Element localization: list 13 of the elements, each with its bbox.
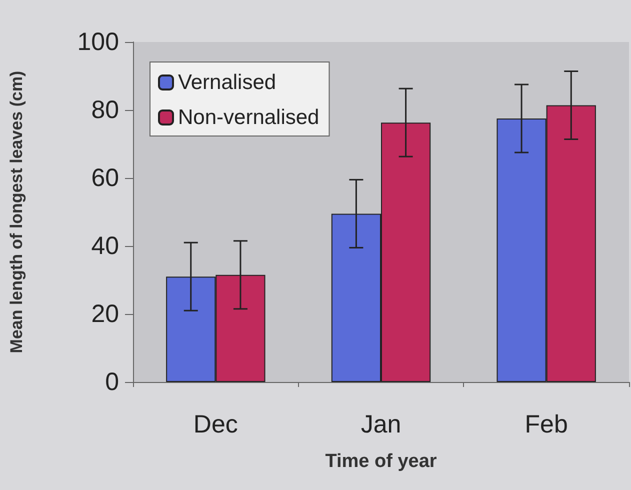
legend-label: Non-vernalised bbox=[178, 106, 320, 129]
x-tick-label: Feb bbox=[524, 410, 568, 438]
y-axis-title: Mean length of longest leaves (cm) bbox=[7, 70, 26, 354]
y-tick-label: 20 bbox=[91, 300, 119, 328]
x-tick-label: Dec bbox=[193, 410, 238, 438]
legend-label: Vernalised bbox=[178, 71, 276, 94]
y-tick-label: 0 bbox=[105, 368, 119, 396]
y-tick-label: 60 bbox=[91, 164, 119, 192]
y-tick-label: 100 bbox=[77, 28, 119, 56]
y-tick-label: 80 bbox=[91, 96, 119, 124]
x-axis-title: Time of year bbox=[325, 451, 438, 472]
y-tick-label: 40 bbox=[91, 232, 119, 260]
x-tick-label: Jan bbox=[360, 410, 402, 438]
